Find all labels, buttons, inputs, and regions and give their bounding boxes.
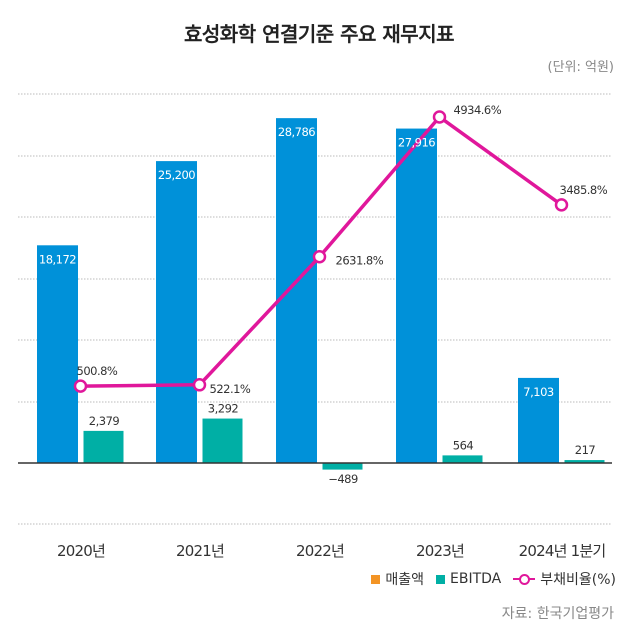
x-tick-label: 2023년	[416, 542, 464, 560]
unit-label: (단위: 억원)	[547, 60, 615, 75]
ebitda-bar	[83, 430, 124, 463]
x-axis-tick-labels: 2020년 2021년 2022년 2023년 2024년 1분기	[57, 542, 606, 560]
debt-ratio-point	[432, 110, 447, 124]
debt-ratio-value-label: 2631.8%	[336, 254, 384, 268]
legend-ebitda-swatch	[436, 574, 445, 584]
sales-value-label: 18,172	[39, 252, 76, 266]
debt-ratio-point	[312, 249, 327, 264]
sales-bar	[37, 245, 78, 463]
sales-bar	[518, 377, 559, 463]
debt-ratio-line	[73, 110, 569, 393]
legend-debt-ratio-label: 부채비율(%)	[540, 572, 616, 588]
sales-bar	[276, 118, 317, 463]
debt-ratio-point	[554, 198, 569, 212]
x-tick-label: 2022년	[296, 542, 344, 560]
debt-ratio-point	[73, 379, 88, 393]
ebitda-value-label: −489	[328, 472, 358, 486]
x-tick-label: 2021년	[176, 542, 224, 560]
sales-value-label: 25,200	[158, 168, 195, 182]
ebitda-bar	[202, 418, 243, 463]
x-tick-label: 2024년 1분기	[519, 542, 606, 560]
legend-item-sales: 매출액	[371, 569, 424, 589]
debt-ratio-value-label: 500.8%	[77, 364, 118, 378]
sales-bar	[156, 161, 197, 463]
ebitda-value-label: 2,379	[89, 414, 120, 428]
debt-ratio-value-label: 522.1%	[210, 382, 251, 396]
sales-bars	[37, 118, 559, 463]
ebitda-value-label: 217	[575, 443, 596, 457]
ebitda-value-label: 564	[453, 438, 474, 452]
ebitda-bars	[83, 418, 605, 470]
sales-value-label: 7,103	[523, 385, 554, 399]
source-note: 자료: 한국기업평가	[501, 606, 614, 622]
legend-item-ebitda: EBITDA	[436, 571, 501, 587]
sales-bar	[396, 128, 437, 463]
debt-ratio-value-label: 4934.6%	[454, 103, 502, 117]
debt-ratio-point	[192, 378, 207, 392]
legend-sales-swatch	[371, 574, 381, 584]
legend-ebitda-label: EBITDA	[450, 571, 502, 587]
legend-debt-ratio-line-icon	[513, 574, 536, 585]
data-labels: 18,172 2,379 25,200 3,292 28,786 −489 27,916 56…	[39, 103, 608, 486]
x-tick-label: 2020년	[57, 542, 105, 560]
sales-value-label: 27,916	[398, 136, 435, 150]
legend-sales-label: 매출액	[385, 572, 424, 588]
legend: 매출액 EBITDA 부채비율(%)	[365, 569, 616, 589]
sales-value-label: 28,786	[278, 125, 315, 139]
chart-title: 효성화학 연결기준 주요 재무지표	[184, 22, 455, 46]
ebitda-bar	[442, 455, 483, 463]
ebitda-bar	[322, 463, 363, 470]
ebitda-value-label: 3,292	[208, 402, 239, 416]
legend-item-debt-ratio: 부채비율(%)	[513, 569, 616, 589]
ebitda-bar	[564, 460, 605, 463]
debt-ratio-value-label: 3485.8%	[560, 183, 608, 197]
